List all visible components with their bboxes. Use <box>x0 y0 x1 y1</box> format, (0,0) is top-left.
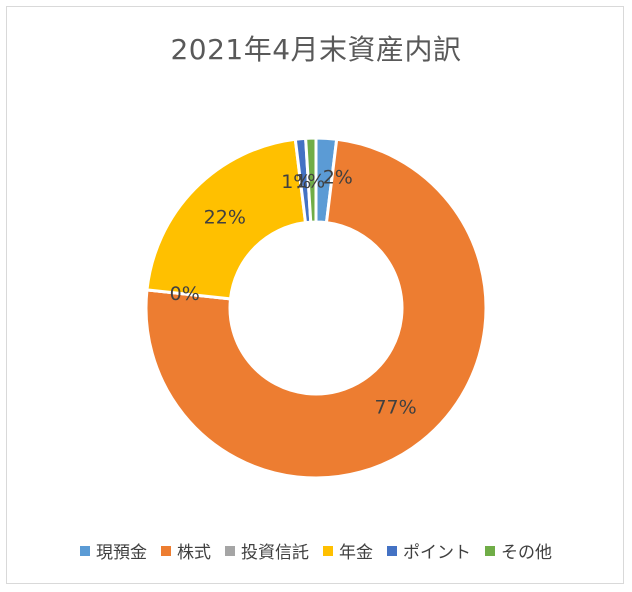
legend-label: 年金 <box>339 543 373 563</box>
legend-label: ポイント <box>403 543 471 563</box>
data-label-6: 1% <box>295 171 325 193</box>
legend-swatch <box>387 545 397 556</box>
legend-item-4: 年金 <box>323 538 373 563</box>
data-label-5: 1% <box>281 171 311 193</box>
slice-4 <box>145 137 308 301</box>
data-label-3: 0% <box>170 283 200 305</box>
chart-legend: 現預金 株式 投資信託 年金 ポイント その他 <box>0 538 632 563</box>
legend-item-2: 株式 <box>161 538 211 563</box>
legend-item-5: ポイント <box>387 538 471 563</box>
data-label-2: 77% <box>374 397 416 419</box>
legend-item-6: その他 <box>485 538 552 563</box>
data-label-4: 22% <box>204 207 246 229</box>
legend-swatch <box>161 545 171 556</box>
legend-label: 株式 <box>177 543 211 563</box>
slice-6 <box>304 136 318 224</box>
legend-label: 現預金 <box>96 543 147 563</box>
legend-label: その他 <box>501 543 552 563</box>
chart-title: 2021年4月末資産内訳 <box>170 33 462 66</box>
legend-swatch <box>485 545 495 556</box>
data-label-1: 2% <box>323 167 353 189</box>
legend-label: 投資信託 <box>241 543 309 563</box>
slice-2 <box>144 137 488 480</box>
legend-swatch <box>225 545 235 556</box>
legend-swatch <box>323 545 333 556</box>
chart-frame <box>6 6 624 584</box>
legend-item-1: 現預金 <box>80 538 147 563</box>
legend-item-3: 投資信託 <box>225 538 309 563</box>
legend-swatch <box>80 545 90 556</box>
